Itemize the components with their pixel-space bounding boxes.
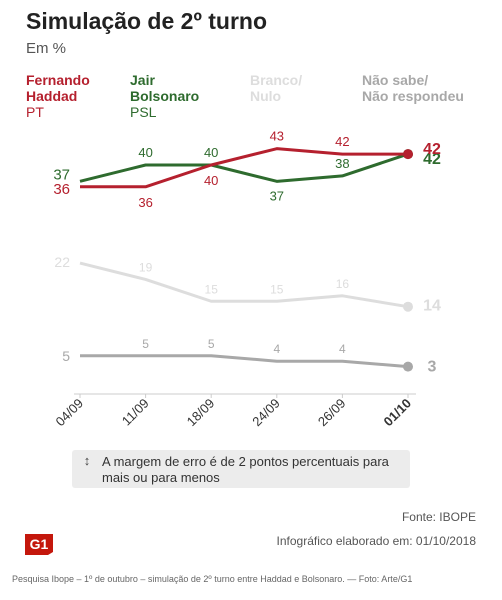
arrow-up-down-icon: ↕ [83, 453, 91, 468]
photo-caption: Pesquisa Ibope – 1º de outubro – simulaç… [12, 574, 413, 584]
data-label-0-4: 42 [335, 134, 349, 149]
data-label-3-0: 5 [62, 348, 70, 364]
data-label-1-3: 37 [270, 188, 284, 203]
data-label-2-2: 15 [205, 282, 219, 296]
legend-nao-sabe: Não sabe/ Não respondeu [362, 72, 464, 104]
g1-logo: G1 [25, 534, 53, 555]
margin-of-error-note: ↕ A margem de erro é de 2 pontos percent… [72, 450, 410, 488]
margin-of-error-text: A margem de erro é de 2 pontos percentua… [102, 454, 389, 485]
data-label-1-2: 40 [204, 145, 218, 160]
x-tick-label-5: 01/10 [381, 396, 415, 430]
legend-bolsonaro: Jair Bolsonaro PSL [130, 72, 199, 120]
legend-branco-nulo-name: Branco/ Nulo [250, 72, 303, 104]
chart-title: Simulação de 2º turno [26, 8, 268, 34]
data-label-1-0: 37 [53, 166, 70, 183]
x-tick-label-4: 26/09 [315, 396, 349, 430]
data-label-2-0: 22 [54, 254, 70, 270]
data-label-2-5: 14 [423, 298, 441, 315]
credit-label: Infográfico elaborado em: 01/10/2018 [276, 534, 476, 548]
legend-haddad-party: PT [26, 104, 44, 120]
x-tick-label-0: 04/09 [53, 396, 87, 430]
data-label-2-3: 15 [270, 282, 284, 296]
series-end-point-0 [403, 149, 413, 160]
series-line-3 [80, 354, 409, 369]
series-end-point-3 [403, 361, 413, 372]
data-label-2-4: 16 [336, 277, 350, 291]
legend-bolsonaro-party: PSL [130, 104, 157, 120]
x-tick-label-1: 11/09 [119, 396, 152, 429]
series-end-point-2 [403, 301, 413, 312]
x-tick-label-2: 18/09 [184, 396, 218, 430]
legend-nao-sabe-name: Não sabe/ Não respondeu [362, 72, 464, 104]
data-label-3-2: 5 [208, 337, 215, 351]
data-label-1-5: 42 [423, 151, 441, 168]
series-line-2 [79, 261, 409, 309]
data-label-0-3: 43 [270, 129, 284, 144]
infographic-card: Simulação de 2º turno Em % Fernando Hadd… [25, 8, 476, 555]
source-label: Fonte: IBOPE [401, 510, 476, 524]
data-label-1-4: 38 [335, 156, 349, 171]
data-label-3-1: 5 [142, 337, 149, 351]
data-label-0-1: 36 [138, 195, 152, 210]
data-label-3-5: 3 [428, 359, 437, 376]
data-label-0-2: 40 [204, 173, 218, 188]
data-label-3-4: 4 [339, 342, 346, 356]
legend-haddad-name: Fernando Haddad [26, 72, 90, 104]
legend-branco-nulo: Branco/ Nulo [250, 72, 302, 104]
data-label-1-1: 40 [138, 145, 152, 160]
series-line-0 [80, 147, 408, 189]
chart-subtitle: Em % [26, 40, 67, 57]
series-line-1 [79, 152, 409, 183]
data-label-0-0: 36 [53, 181, 70, 198]
legend-bolsonaro-name: Jair Bolsonaro [130, 72, 200, 104]
data-label-0-5: 42 [423, 141, 441, 158]
data-label-2-1: 19 [139, 260, 153, 274]
legend-haddad: Fernando Haddad PT [26, 72, 90, 120]
g1-logo-text: G1 [30, 536, 49, 552]
x-tick-label-3: 24/09 [249, 396, 283, 430]
data-label-3-3: 4 [273, 342, 280, 356]
